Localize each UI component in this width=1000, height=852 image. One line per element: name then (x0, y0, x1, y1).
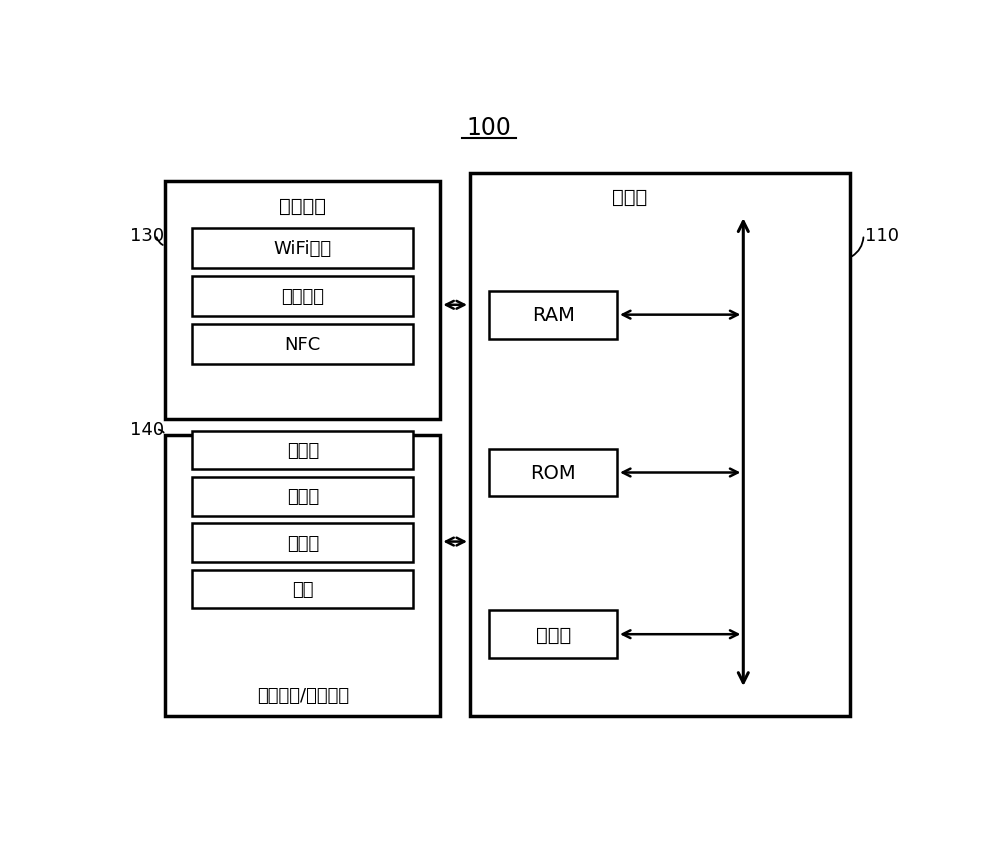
Text: 用户输入/输出接口: 用户输入/输出接口 (257, 686, 349, 705)
Bar (192, 431, 413, 469)
Bar (192, 524, 413, 562)
Bar (470, 174, 850, 716)
Bar (192, 229, 413, 269)
Text: RAM: RAM (532, 306, 575, 325)
Text: 蓝牙模块: 蓝牙模块 (281, 288, 324, 306)
Text: WiFi芯片: WiFi芯片 (274, 240, 332, 258)
Text: NFC: NFC (285, 336, 321, 354)
Text: 处理器: 处理器 (536, 625, 571, 644)
Text: 140: 140 (130, 421, 164, 439)
Text: 通信接口: 通信接口 (279, 197, 326, 216)
Bar (489, 291, 617, 339)
Bar (192, 570, 413, 608)
Text: 麦克风: 麦克风 (287, 441, 319, 459)
Text: 按键: 按键 (292, 580, 314, 598)
Text: 110: 110 (865, 227, 899, 245)
Bar (489, 449, 617, 497)
Bar (165, 181, 440, 420)
Bar (192, 478, 413, 516)
Text: ROM: ROM (530, 463, 576, 482)
Text: 传感器: 传感器 (287, 534, 319, 552)
Text: 100: 100 (467, 116, 512, 140)
Bar (192, 277, 413, 317)
Bar (192, 325, 413, 365)
Text: 触摸板: 触摸板 (287, 488, 319, 506)
Bar (165, 435, 440, 716)
Text: 控制器: 控制器 (612, 187, 647, 206)
Text: 130: 130 (130, 227, 164, 245)
Bar (489, 611, 617, 659)
